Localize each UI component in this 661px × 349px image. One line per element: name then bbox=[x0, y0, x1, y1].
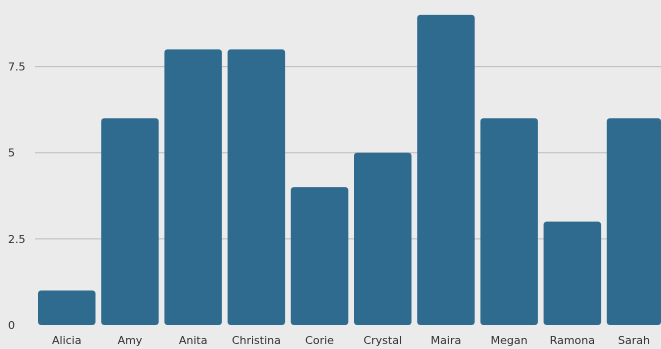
x-tick-label: Corie bbox=[305, 334, 334, 347]
bar-corie bbox=[290, 187, 349, 325]
bar-maira bbox=[417, 14, 475, 326]
bar-christina bbox=[227, 49, 286, 325]
x-tick-label: Ramona bbox=[550, 334, 595, 347]
x-tick-label: Crystal bbox=[363, 334, 402, 347]
y-axis-ticks: 0 2.5 5 7.5 bbox=[8, 61, 26, 332]
bar-ramona bbox=[543, 221, 602, 325]
bar-amy bbox=[101, 118, 159, 326]
bar-crystal bbox=[354, 152, 412, 325]
bars bbox=[38, 14, 661, 326]
y-tick-label: 5 bbox=[8, 147, 15, 160]
x-axis-labels: Alicia Amy Anita Christina Corie Crystal Maira… bbox=[52, 334, 650, 347]
bar-alicia bbox=[38, 290, 96, 325]
x-tick-label: Alicia bbox=[52, 334, 81, 347]
bar-anita bbox=[164, 49, 222, 325]
x-tick-label: Maira bbox=[431, 334, 462, 347]
x-tick-label: Amy bbox=[118, 334, 143, 347]
bar-sarah bbox=[606, 118, 661, 326]
x-tick-label: Anita bbox=[179, 334, 208, 347]
bar-megan bbox=[480, 118, 538, 326]
y-tick-label: 0 bbox=[8, 319, 15, 332]
x-tick-label: Sarah bbox=[618, 334, 650, 347]
y-tick-label: 2.5 bbox=[8, 233, 26, 246]
y-tick-label: 7.5 bbox=[8, 61, 26, 74]
x-tick-label: Megan bbox=[491, 334, 528, 347]
x-tick-label: Christina bbox=[232, 334, 281, 347]
